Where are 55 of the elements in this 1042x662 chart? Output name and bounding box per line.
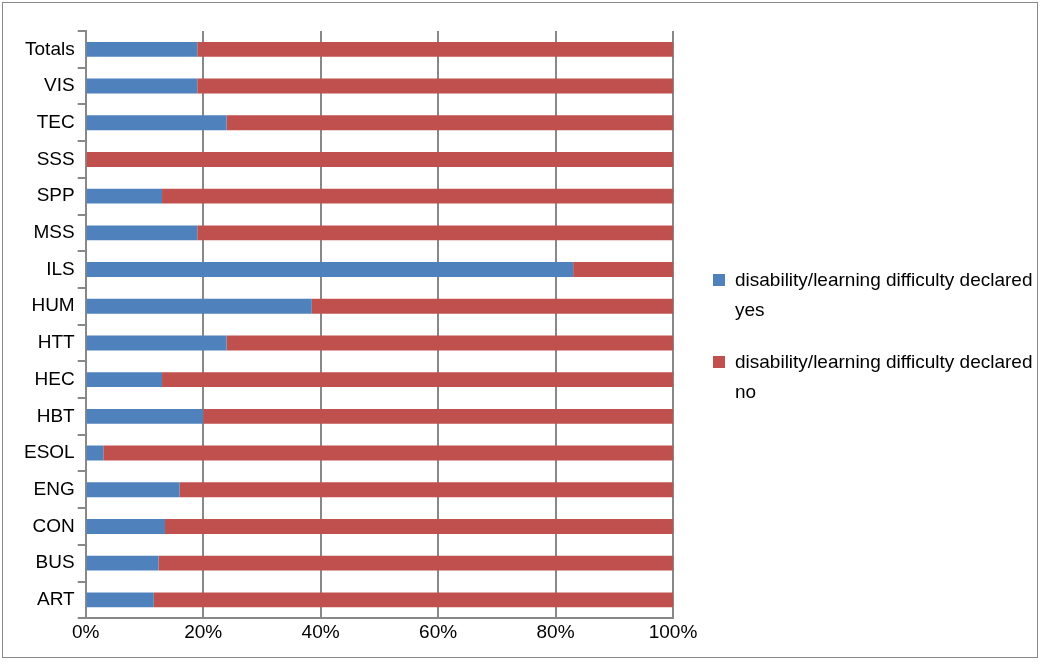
- bar: [86, 188, 163, 204]
- bar: [86, 152, 673, 167]
- legend-label: disability/learning difficulty declared no: [735, 350, 1033, 404]
- bar: [158, 555, 673, 571]
- y-tick-label: HTT: [37, 331, 76, 353]
- bar: [311, 298, 673, 314]
- bar: [86, 41, 198, 57]
- bar: [86, 408, 204, 424]
- y-tick-label: SPP: [36, 184, 75, 206]
- y-tick-label: ENG: [33, 477, 75, 499]
- bar: [86, 482, 180, 498]
- y-tick-label: Totals: [25, 37, 75, 59]
- bar: [162, 372, 673, 388]
- y-tick-label: HUM: [31, 294, 75, 316]
- y-tick-label: SSS: [36, 147, 75, 169]
- bar: [162, 188, 673, 204]
- bar: [86, 298, 312, 314]
- x-tick-label: 60%: [419, 620, 458, 642]
- bar: [86, 225, 198, 241]
- bar: [573, 262, 673, 277]
- y-tick-label: HEC: [34, 367, 75, 389]
- bar: [86, 335, 227, 351]
- bar: [86, 519, 165, 534]
- bar: [226, 335, 673, 351]
- bar: [203, 408, 673, 424]
- y-tick-label: ILS: [46, 257, 75, 279]
- bar: [86, 592, 154, 608]
- legend-label: disability/learning difficulty declared yes: [735, 268, 1033, 322]
- bar: [86, 262, 574, 277]
- bar: [226, 115, 673, 131]
- bar: [86, 555, 159, 571]
- bar: [164, 519, 673, 534]
- bar: [197, 78, 673, 94]
- bar: [197, 225, 673, 241]
- x-tick-label: 100%: [648, 620, 698, 642]
- bar: [86, 115, 227, 131]
- bar: [197, 41, 673, 57]
- y-tick-label: HBT: [36, 404, 76, 426]
- y-tick-label: CON: [32, 514, 75, 536]
- x-tick-label: 40%: [301, 620, 340, 642]
- y-tick-label: ART: [37, 588, 76, 610]
- y-tick-label: TEC: [36, 110, 75, 132]
- y-tick-label: BUS: [35, 551, 75, 573]
- bar: [179, 482, 673, 498]
- bar: [86, 445, 104, 461]
- x-tick-label: 20%: [184, 620, 223, 642]
- x-tick-label: 80%: [536, 620, 575, 642]
- y-tick-label: VIS: [44, 74, 75, 96]
- bar: [86, 372, 163, 388]
- bar: [103, 445, 673, 461]
- y-tick-label: ESOL: [23, 441, 75, 463]
- bar: [153, 592, 673, 608]
- y-tick-label: MSS: [33, 221, 75, 243]
- bar: [86, 78, 198, 94]
- x-tick-label: 0%: [71, 620, 100, 642]
